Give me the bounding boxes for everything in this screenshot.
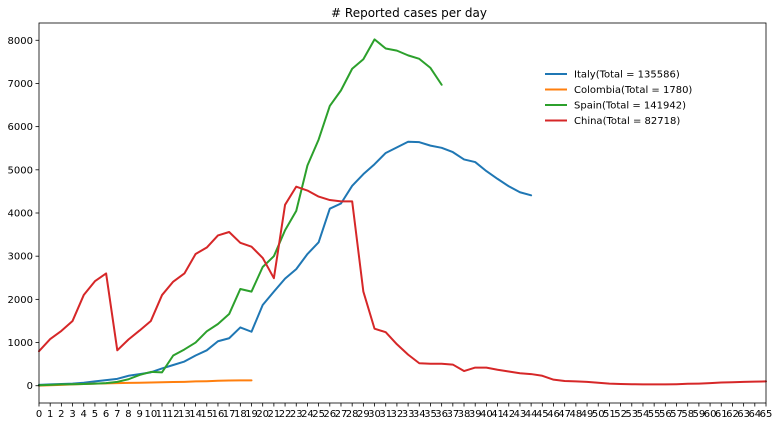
y-tick-label: 1000 — [8, 338, 33, 349]
x-tick-label: 2 — [58, 409, 64, 420]
x-tick-label: 39 — [469, 409, 482, 420]
y-tick-label: 6000 — [8, 122, 33, 133]
series-line-1 — [38, 140, 533, 386]
y-tick-label: 5000 — [8, 165, 33, 176]
legend-label-4: China(Total = 82718) — [574, 116, 680, 127]
x-tick-label: 33 — [402, 409, 415, 420]
x-tick-label: 37 — [446, 409, 459, 420]
x-tick-label: 62 — [726, 409, 739, 420]
x-tick-label: 23 — [290, 409, 303, 420]
y-tick-label: 7000 — [8, 79, 33, 90]
x-tick-label: 4 — [81, 409, 87, 420]
x-tick-label: 50 — [592, 409, 605, 420]
x-tick-label: 61 — [715, 409, 728, 420]
x-tick-label: 49 — [581, 409, 594, 420]
x-tick-label: 40 — [480, 409, 493, 420]
x-tick-label: 26 — [323, 409, 336, 420]
x-tick-label: 38 — [458, 409, 471, 420]
x-tick-label: 44 — [525, 409, 538, 420]
x-tick-label: 54 — [637, 409, 650, 420]
y-tick-label: 2000 — [8, 295, 33, 306]
x-tick-label: 17 — [223, 409, 236, 420]
x-tick-label: 46 — [547, 409, 560, 420]
x-tick-label: 48 — [569, 409, 582, 420]
x-tick-label: 60 — [704, 409, 717, 420]
x-tick-label: 12 — [167, 409, 180, 420]
y-tick-label: 8000 — [8, 36, 33, 47]
x-tick-label: 45 — [536, 409, 549, 420]
legend: Italy(Total = 135586) Colombia(Total = 17… — [545, 70, 692, 127]
x-tick-label: 20 — [256, 409, 269, 420]
legend-label-1: Italy(Total = 135586) — [574, 70, 680, 81]
x-tick-label: 29 — [357, 409, 370, 420]
x-tick-label: 31 — [379, 409, 392, 420]
x-tick-label: 5 — [92, 409, 98, 420]
x-tick-label: 65 — [760, 409, 773, 420]
x-tick-label: 1 — [47, 409, 53, 420]
legend-label-2: Colombia(Total = 1780) — [574, 85, 692, 96]
y-tick-label: 0 — [27, 381, 33, 392]
chart-title: # Reported cases per day — [331, 6, 487, 20]
x-tick-label: 7 — [114, 409, 120, 420]
x-tick-label: 63 — [737, 409, 750, 420]
x-tick-label: 14 — [189, 409, 202, 420]
x-tick-label: 30 — [368, 409, 381, 420]
x-tick-label: 35 — [424, 409, 437, 420]
x-tick-label: 15 — [200, 409, 213, 420]
x-tick-label: 18 — [234, 409, 247, 420]
x-tick-label: 36 — [435, 409, 448, 420]
x-tick-label: 0 — [36, 409, 42, 420]
x-tick-label: 64 — [748, 409, 761, 420]
x-tick-label: 59 — [693, 409, 706, 420]
x-tick-label: 22 — [279, 409, 292, 420]
x-tick-label: 21 — [268, 409, 281, 420]
series-line-3 — [38, 38, 443, 387]
legend-label-3: Spain(Total = 141942) — [574, 101, 686, 112]
x-tick-label: 27 — [335, 409, 348, 420]
x-tick-label: 19 — [245, 409, 258, 420]
y-tick-label: 4000 — [8, 209, 33, 220]
x-tick-label: 13 — [178, 409, 191, 420]
x-tick-label: 43 — [514, 409, 527, 420]
x-tick-label: 6 — [103, 409, 109, 420]
x-tick-label: 24 — [301, 409, 314, 420]
plot-area — [39, 23, 766, 403]
x-tick-label: 10 — [144, 409, 157, 420]
y-tick-label: 3000 — [8, 252, 33, 263]
x-tick-label: 47 — [558, 409, 571, 420]
x-tick-label: 52 — [614, 409, 627, 420]
x-tick-label: 8 — [125, 409, 131, 420]
series-line-4 — [38, 185, 767, 386]
x-tick-label: 11 — [156, 409, 169, 420]
x-tick-label: 34 — [413, 409, 426, 420]
x-tick-label: 51 — [603, 409, 616, 420]
x-tick-label: 53 — [625, 409, 638, 420]
series-layer — [38, 38, 767, 387]
x-tick-label: 16 — [212, 409, 225, 420]
x-tick-label: 32 — [391, 409, 404, 420]
x-tick-label: 28 — [346, 409, 359, 420]
x-tick-label: 56 — [659, 409, 672, 420]
x-tick-label: 3 — [69, 409, 75, 420]
x-tick-label: 57 — [670, 409, 683, 420]
x-tick-label: 25 — [312, 409, 325, 420]
x-tick-label: 58 — [681, 409, 694, 420]
x-tick-label: 9 — [136, 409, 142, 420]
x-tick-label: 55 — [648, 409, 661, 420]
x-tick-label: 41 — [491, 409, 504, 420]
x-tick-label: 42 — [502, 409, 515, 420]
